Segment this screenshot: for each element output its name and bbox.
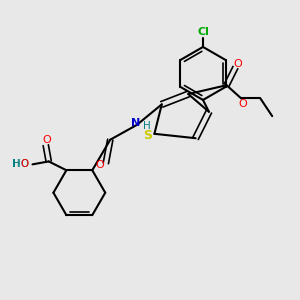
Text: O: O [233,59,242,69]
Text: Cl: Cl [197,27,209,37]
Text: O: O [96,160,104,170]
Text: H: H [12,159,20,169]
Text: H: H [143,122,151,131]
Text: O: O [238,99,247,109]
Text: HO: HO [13,159,29,169]
Text: O: O [42,135,51,145]
Text: O: O [20,159,28,169]
Text: S: S [143,129,152,142]
Text: N: N [131,118,140,128]
